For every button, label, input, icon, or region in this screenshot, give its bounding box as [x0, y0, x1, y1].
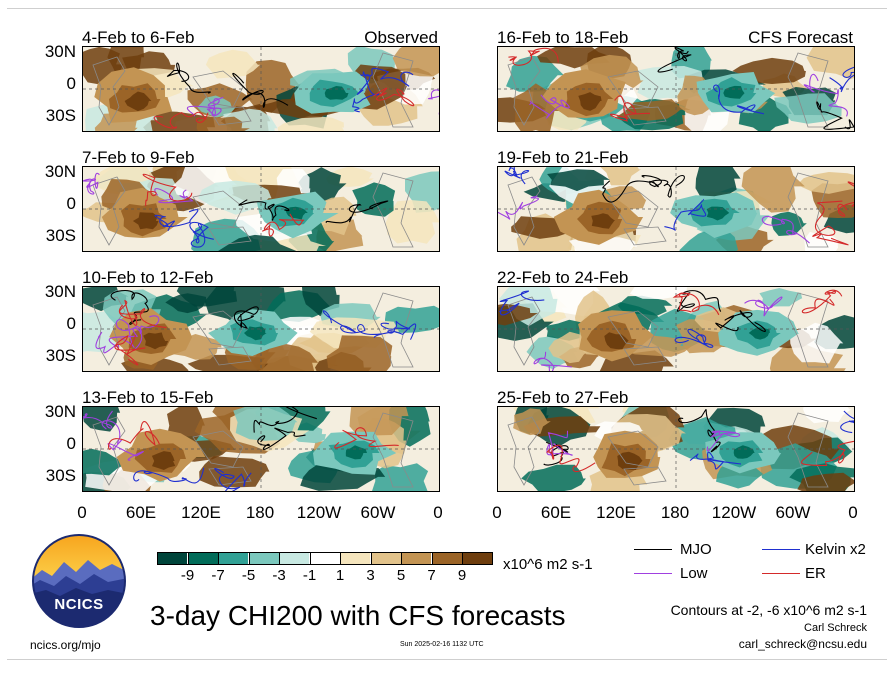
- lon-label-right: 0: [848, 503, 858, 522]
- lon-label-right: 120W: [711, 503, 757, 522]
- legend-er-label: ER: [805, 565, 826, 582]
- anomaly-map-panel: [82, 286, 440, 372]
- colorbar-swatch: [248, 552, 279, 565]
- lat-label-left: 30N: [44, 402, 76, 421]
- anomaly-map-panel: [82, 406, 440, 492]
- anomaly-map-panel: [497, 286, 855, 372]
- colorbar-tick-label: 9: [457, 567, 467, 584]
- colorbar-swatch: [218, 552, 248, 565]
- colorbar-swatch: [279, 552, 309, 565]
- colorbar-tick-label: 7: [427, 567, 436, 584]
- colorbar-tick-label: -1: [302, 567, 317, 584]
- colorbar-swatch: [401, 552, 431, 565]
- panel-title: 16-Feb to 18-Feb: [497, 28, 629, 47]
- anomaly-map-panel: [497, 46, 855, 132]
- colorbar-swatch: [157, 552, 187, 565]
- colorbar-tick-label: 3: [366, 567, 375, 584]
- panel-title: 7-Feb to 9-Feb: [82, 148, 195, 167]
- panel-title: 10-Feb to 12-Feb: [82, 268, 214, 287]
- lon-label-left: 120W: [296, 503, 342, 522]
- logo-text: NCICS: [54, 596, 104, 613]
- colorbar-swatch: [309, 552, 340, 565]
- colorbar-tick-label: -3: [272, 567, 286, 584]
- lat-label-left: 0: [66, 194, 76, 213]
- legend-mjo-line: [634, 549, 672, 550]
- legend-er-line: [762, 573, 800, 574]
- colorbar-swatch: [462, 552, 492, 565]
- anomaly-map-panel: [497, 406, 855, 492]
- legend-low-label: Low: [680, 565, 708, 582]
- author-name: Carl Schreck: [804, 622, 867, 634]
- panel-title: 13-Feb to 15-Feb: [82, 388, 214, 407]
- lon-label-left: 180: [245, 503, 275, 522]
- bottom-divider: [7, 659, 887, 660]
- lon-label-left: 120E: [181, 503, 221, 522]
- lon-label-right: 0: [492, 503, 502, 522]
- legend-mjo-label: MJO: [680, 541, 712, 558]
- lon-label-right: 180: [660, 503, 690, 522]
- lat-label-left: 30S: [45, 346, 76, 365]
- lat-label-left: 0: [66, 74, 76, 93]
- contours-note: Contours at -2, -6 x10^6 m2 s-1: [670, 602, 867, 618]
- colorbar-swatch: [370, 552, 401, 565]
- anomaly-map-panel: [497, 166, 855, 252]
- panel-title: 22-Feb to 24-Feb: [497, 268, 629, 287]
- lat-label-left: 30S: [45, 106, 76, 125]
- legend-kelvin-line: [762, 549, 800, 550]
- website-link[interactable]: ncics.org/mjo: [30, 638, 101, 652]
- lon-label-left: 60W: [360, 503, 396, 522]
- panel-title: 4-Feb to 6-Feb: [82, 28, 195, 47]
- lon-label-right: 60E: [540, 503, 572, 522]
- lat-label-left: 0: [66, 314, 76, 333]
- anomaly-map-panel: [82, 46, 440, 132]
- lat-label-left: 30N: [44, 42, 76, 61]
- ncics-logo: NCICS: [30, 532, 128, 630]
- colorbar-tick-label: -5: [241, 567, 256, 584]
- lat-label-left: 30S: [45, 226, 76, 245]
- lon-label-right: 120E: [596, 503, 636, 522]
- forecast-label: CFS Forecast: [748, 28, 853, 47]
- lon-label-left: 0: [433, 503, 443, 522]
- top-divider: [7, 8, 887, 9]
- lon-label-right: 60W: [775, 503, 811, 522]
- colorbar-swatch: [431, 552, 462, 565]
- colorbar-swatch: [340, 552, 370, 565]
- anomaly-map-panel: [82, 166, 440, 252]
- lat-label-left: 30N: [44, 282, 76, 301]
- colorbar-tick-label: 1: [335, 567, 345, 584]
- author-email[interactable]: carl_schreck@ncsu.edu: [738, 637, 867, 651]
- colorbar-tick-label: -9: [180, 567, 195, 584]
- legend-low-line: [634, 573, 672, 574]
- panel-title: 25-Feb to 27-Feb: [497, 388, 629, 407]
- lat-label-left: 30N: [44, 162, 76, 181]
- lat-label-left: 0: [66, 434, 76, 453]
- colorbar-tick-label: -7: [211, 567, 225, 584]
- main-title: 3-day CHI200 with CFS forecasts: [150, 600, 566, 631]
- timestamp: Sun 2025-02-16 1132 UTC: [400, 641, 484, 648]
- lat-label-left: 30S: [45, 466, 76, 485]
- colorbar-tick-label: 5: [396, 567, 406, 584]
- panel-title: 19-Feb to 21-Feb: [497, 148, 629, 167]
- legend-kelvin-label: Kelvin x2: [805, 541, 866, 558]
- colorbar-swatch: [187, 552, 218, 565]
- lon-label-left: 60E: [125, 503, 157, 522]
- colorbar-units: x10^6 m2 s-1: [503, 556, 593, 573]
- observed-label: Observed: [364, 28, 438, 47]
- lon-label-left: 0: [77, 503, 87, 522]
